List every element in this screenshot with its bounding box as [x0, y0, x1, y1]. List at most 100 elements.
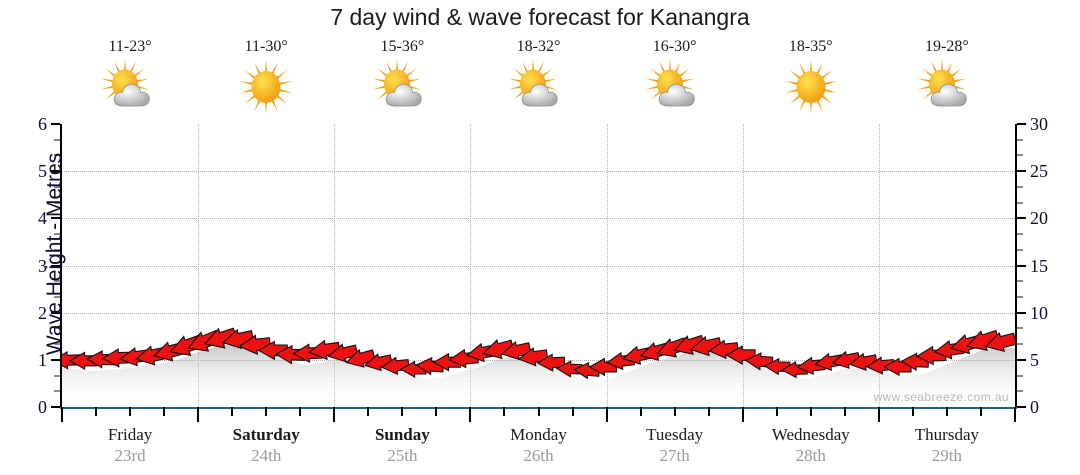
day-name-label: Sunday [374, 425, 430, 444]
x-axis-minor-tick [367, 407, 370, 416]
right-axis-minor-tick [1017, 154, 1023, 157]
x-axis-major-tick [333, 407, 336, 422]
day-divider-gridline [742, 124, 744, 407]
wind-direction-arrow [327, 343, 359, 363]
day-divider-gridline [334, 124, 336, 407]
right-axis-minor-tick [1017, 185, 1023, 188]
day-header-cell: 11-30° [198, 38, 334, 120]
x-axis-minor-tick [95, 407, 98, 416]
temperature-range: 11-23° [108, 38, 152, 55]
x-axis-major-tick [741, 407, 744, 422]
day-date-label: 27th [659, 446, 690, 465]
left-axis-tick-label: 3 [38, 255, 47, 276]
day-divider-gridline [878, 124, 880, 407]
left-axis-major-tick [51, 217, 60, 220]
day-divider-gridline [606, 124, 608, 407]
temperature-range: 16-30° [652, 38, 697, 55]
x-axis-minor-tick [673, 407, 676, 416]
day-date-label: 24th [251, 446, 282, 465]
wind-direction-arrow [984, 331, 1015, 353]
left-axis-tick-label: 0 [38, 397, 47, 417]
partly-cloudy-icon [916, 58, 978, 116]
day-divider-gridline [470, 124, 472, 407]
x-axis-major-tick [877, 407, 880, 422]
day-name-label: Friday [107, 425, 153, 444]
wind-direction-arrow [536, 353, 566, 372]
temperature-range: 19-28° [925, 38, 969, 55]
right-axis-tick-label: 15 [1030, 255, 1048, 276]
x-axis-minor-tick [707, 407, 710, 416]
temperature-range: 11-30° [244, 38, 288, 55]
x-axis-minor-tick [435, 407, 438, 416]
x-axis-major-tick [197, 407, 200, 422]
day-header-cell: 16-30° [607, 38, 743, 120]
x-axis-minor-tick [809, 407, 812, 416]
temperature-range: 18-32° [516, 38, 561, 55]
x-axis-major-tick [469, 407, 472, 422]
day-header-cell: 19-28° [879, 38, 1015, 120]
day-header-cell: 18-32° [470, 38, 606, 120]
day-footer-cell: Thursday 29th [879, 424, 1015, 472]
day-header-cell: 11-23° [62, 38, 198, 120]
right-axis-tick-label: 10 [1030, 302, 1048, 323]
partly-cloudy-icon [99, 58, 161, 116]
right-axis-minor-tick [1017, 138, 1023, 141]
right-axis-major-tick [1017, 217, 1026, 220]
left-axis-minor-tick [54, 390, 60, 393]
left-axis-major-tick [51, 311, 60, 314]
day-date-label: 26th [523, 446, 554, 465]
left-axis-tick-label: 6 [38, 114, 47, 134]
x-axis-major-tick [61, 407, 63, 422]
right-axis-minor-tick [1017, 233, 1023, 236]
day-divider-gridline [198, 124, 200, 407]
left-axis-minor-tick [54, 154, 60, 157]
wind-direction-arrow [363, 353, 393, 372]
day-date-label: 23rd [114, 446, 146, 465]
left-axis-minor-tick [54, 248, 60, 251]
left-axis-minor-tick [54, 280, 60, 283]
day-date-label: 25th [387, 446, 418, 465]
x-axis-minor-tick [265, 407, 268, 416]
x-axis-minor-tick [843, 407, 846, 416]
x-axis-minor-tick [503, 407, 506, 416]
day-name-label: Saturday [232, 425, 300, 444]
wind-direction-arrow [221, 328, 255, 350]
day-name-label: Monday [510, 425, 567, 444]
day-footer-cell: Monday 26th [470, 424, 606, 472]
horizontal-gridline [62, 218, 1015, 220]
left-axis-major-tick [51, 358, 60, 361]
right-axis-major-tick [1017, 264, 1026, 267]
left-axis-minor-tick [54, 185, 60, 188]
right-axis-tick-label: 20 [1030, 208, 1048, 229]
x-axis-minor-tick [775, 407, 778, 416]
left-axis-minor-tick [54, 374, 60, 377]
day-footer-cell: Saturday 24th [198, 424, 334, 472]
x-axis-minor-tick [537, 407, 540, 416]
day-date-label: 28th [795, 446, 826, 465]
right-axis-minor-tick [1017, 201, 1023, 204]
left-axis-major-tick [51, 170, 60, 173]
x-axis-major-tick [605, 407, 608, 422]
left-axis-major-tick [51, 123, 60, 125]
right-axis-major-tick [1017, 123, 1026, 125]
right-axis-tick-label: 5 [1030, 349, 1039, 370]
day-header-strip: 11-23° 11-30° 15-36° 18-32° 16-30° 18-35° 19-2… [62, 38, 1015, 120]
partly-cloudy-icon [507, 58, 569, 116]
horizontal-gridline [62, 171, 1015, 173]
x-axis-minor-tick [979, 407, 982, 416]
partly-cloudy-icon [371, 58, 433, 116]
day-footer-cell: Friday 23rd [62, 424, 198, 472]
left-axis-title: Wave Height - Metres [43, 152, 66, 356]
x-axis-minor-tick [945, 407, 948, 416]
partly-cloudy-icon [644, 58, 706, 116]
day-name-label: Thursday [914, 425, 980, 444]
wind-direction-arrow [345, 348, 376, 368]
day-header-cell: 15-36° [334, 38, 470, 120]
right-axis-major-tick [1017, 311, 1026, 314]
left-axis-tick-label: 2 [38, 302, 47, 323]
right-axis-major-tick [1017, 406, 1026, 408]
right-axis-minor-tick [1017, 295, 1023, 298]
left-axis-minor-tick [54, 138, 60, 141]
left-axis-tick-label: 5 [38, 161, 47, 182]
left-axis-minor-tick [54, 201, 60, 204]
